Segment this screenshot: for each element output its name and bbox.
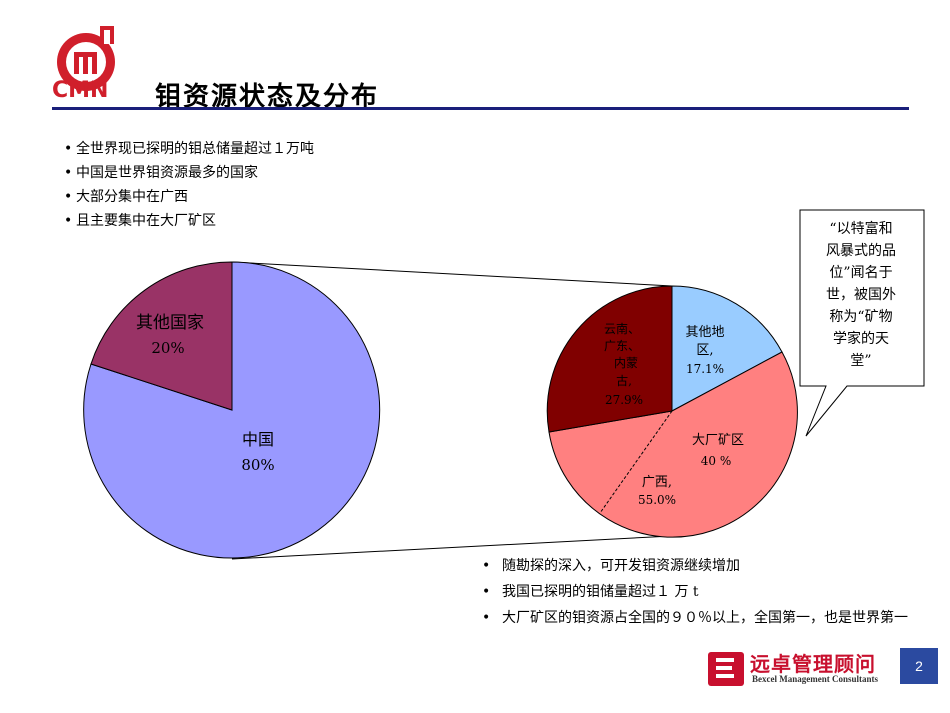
callout-line: 称为“矿物	[829, 309, 893, 325]
bullet-item: 全世界现已探明的钼总储量超过１万吨	[64, 137, 394, 161]
finding-item: 大厂矿区的钼资源占全国的９０％以上，全国第一，也是世界第一	[478, 605, 938, 631]
callout-line: 位”闻名于	[829, 265, 893, 281]
bullet-item: 中国是世界钼资源最多的国家	[64, 161, 394, 185]
bexcel-logo-icon	[708, 652, 744, 686]
callout-text: “以特富和 风暴式的品 位”闻名于 世，被国外 称为“矿物 学家的天 堂”	[806, 218, 916, 372]
bullet-item: 且主要集中在大厂矿区	[64, 209, 394, 233]
label-guangxi-1: 广西,	[642, 475, 672, 490]
label-other-region-3: 17.1%	[686, 362, 724, 376]
finding-item: 我国已探明的钼储量超过１ 万 t	[478, 579, 938, 605]
value-china: 80%	[241, 456, 274, 474]
page-number: 2	[900, 648, 938, 684]
label-china: 中国	[242, 430, 274, 449]
cmn-logo	[57, 26, 115, 91]
callout-line: 风暴式的品	[826, 243, 896, 259]
label-guangxi-2: 55.0%	[638, 493, 676, 507]
connector-line-top	[231, 261, 673, 287]
label-other-countries: 其他国家	[136, 313, 204, 333]
callout-bubble	[799, 209, 925, 437]
label-yunnan-5: 27.9%	[605, 393, 643, 407]
finding-item: 随勘探的深入，可开发钼资源继续增加	[478, 553, 938, 579]
label-yunnan-1: 云南、	[604, 321, 640, 336]
label-other-region-2: 区,	[696, 343, 713, 358]
label-yunnan-4: 古,	[616, 373, 632, 388]
connector-line-bottom	[231, 535, 673, 560]
label-yunnan-3: 内蒙	[614, 356, 638, 370]
pie-slice-guangxi	[548, 351, 798, 538]
logo-wordmark: CMN	[52, 78, 109, 103]
dachang-divider	[599, 410, 673, 514]
label-other-region-1: 其他地	[685, 325, 724, 340]
callout-line: 堂”	[850, 353, 872, 369]
company-name-en: Bexcel Management Consultants	[752, 674, 878, 684]
pie-slice-other-countries	[90, 261, 233, 411]
company-name: 远卓管理顾问	[750, 652, 876, 676]
pie-slice-yunnan-guangdong	[546, 285, 673, 433]
callout-line: “以特富和	[829, 221, 893, 237]
title-divider	[52, 107, 909, 110]
pie-slice-other-regions	[671, 285, 783, 412]
bullet-item: 大部分集中在广西	[64, 185, 394, 209]
label-yunnan-2: 广东、	[604, 339, 640, 353]
intro-bullets: 全世界现已探明的钼总储量超过１万吨 中国是世界钼资源最多的国家 大部分集中在广西…	[64, 137, 394, 233]
callout-line: 世，被国外	[826, 287, 896, 303]
value-other-countries: 20%	[151, 339, 184, 357]
callout-line: 学家的天	[833, 331, 889, 347]
label-dachang-2: 40 %	[701, 454, 732, 468]
findings-list: 随勘探的深入，可开发钼资源继续增加 我国已探明的钼储量超过１ 万 t 大厂矿区的…	[478, 553, 938, 631]
label-dachang-1: 大厂矿区	[692, 433, 744, 448]
